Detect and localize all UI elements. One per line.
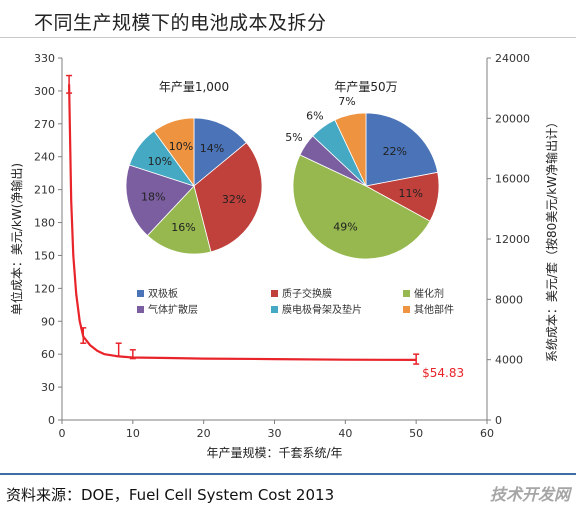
y-right-tick-label: 0 (495, 414, 502, 427)
y-left-tick-label: 210 (34, 184, 55, 197)
y-right-tick-label: 16000 (495, 173, 530, 186)
cost-chart: 0306090120150180210240270300330040008000… (9, 52, 559, 460)
y-left-tick-label: 240 (34, 151, 55, 164)
legend-label: 催化剂 (414, 287, 444, 300)
y-right-tick-label: 20000 (495, 112, 530, 125)
pie-slice-label: 49% (333, 220, 357, 233)
x-tick-label: 0 (59, 427, 66, 440)
y-left-tick-label: 60 (41, 348, 55, 361)
y-right-tick-label: 8000 (495, 293, 523, 306)
y-left-tick-label: 330 (34, 52, 55, 65)
y-left-tick-label: 180 (34, 217, 55, 230)
x-tick-label: 30 (268, 427, 282, 440)
error-bar (413, 353, 420, 365)
x-tick-label: 60 (480, 427, 494, 440)
pie-slice-label: 7% (338, 95, 355, 108)
legend-label: 膜电极骨架及垫片 (282, 303, 362, 316)
y-left-tick-label: 270 (34, 118, 55, 131)
legend-label: 气体扩散层 (148, 303, 198, 316)
pie-slice-label: 14% (200, 142, 224, 155)
y-right-tick-label: 24000 (495, 52, 530, 65)
pie-slice (193, 117, 247, 187)
error-bar (80, 327, 87, 344)
error-bar (66, 74, 73, 94)
legend-swatch (403, 306, 410, 313)
pie-slice (193, 142, 263, 253)
legend-label: 双极板 (148, 287, 178, 300)
legend-swatch (403, 290, 410, 297)
pie-slice-label: 22% (383, 145, 407, 158)
pie-slice (153, 117, 195, 188)
pie-slice (292, 154, 431, 260)
source-divider (0, 473, 576, 475)
x-tick-label: 10 (126, 427, 140, 440)
pie-slice (365, 112, 439, 187)
legend-swatch (137, 290, 144, 297)
pie-title: 年产量1,000 (159, 80, 229, 94)
cost-curve-line (68, 84, 417, 361)
y-left-tick-label: 150 (34, 249, 55, 262)
y-right-tick-label: 4000 (495, 354, 523, 367)
legend-label: 其他部件 (414, 303, 454, 316)
legend-swatch (271, 290, 278, 297)
y-left-tick-label: 120 (34, 282, 55, 295)
y-left-tick-label: 0 (48, 414, 55, 427)
pie-slice-label: 5% (285, 131, 302, 144)
legend-label: 质子交换膜 (282, 287, 332, 300)
y-left-tick-label: 300 (34, 85, 55, 98)
y-left-axis-title: 单位成本：美元/kW(净输出) (9, 163, 24, 315)
title-divider (0, 37, 576, 38)
y-left-tick-label: 90 (41, 315, 55, 328)
pie-slice (146, 185, 212, 255)
y-right-axis-title: 系统成本：美元/套（按80美元/kW净输出计） (544, 116, 559, 362)
x-axis-title: 年产量规模：千套系统/年 (206, 445, 342, 460)
end-value-label: $54.83 (422, 366, 464, 380)
pie-slice-label: 32% (222, 193, 246, 206)
legend-swatch (271, 306, 278, 313)
pie-slice-label: 18% (141, 191, 165, 204)
pie-slice (125, 164, 195, 237)
legend-swatch (137, 306, 144, 313)
chart-title: 不同生产规模下的电池成本及拆分 (34, 12, 327, 34)
pie-slice-label: 10% (148, 155, 172, 168)
pie-slice-label: 6% (306, 110, 323, 123)
pie-slice-label: 16% (171, 221, 195, 234)
error-bar (115, 342, 122, 358)
pie-slice-label: 10% (169, 140, 193, 153)
error-bar (129, 349, 136, 360)
y-left-tick-label: 30 (41, 381, 55, 394)
pie-slice (334, 112, 367, 187)
y-right-tick-label: 12000 (495, 233, 530, 246)
x-tick-label: 50 (409, 427, 423, 440)
x-tick-label: 20 (197, 427, 211, 440)
x-tick-label: 40 (338, 427, 352, 440)
pie-title: 年产量50万 (334, 80, 397, 94)
pie-slice-label: 11% (398, 187, 422, 200)
watermark: 技术开发网 (489, 485, 570, 504)
source-note: 资料来源：DOE，Fuel Cell System Cost 2013 (6, 486, 335, 504)
